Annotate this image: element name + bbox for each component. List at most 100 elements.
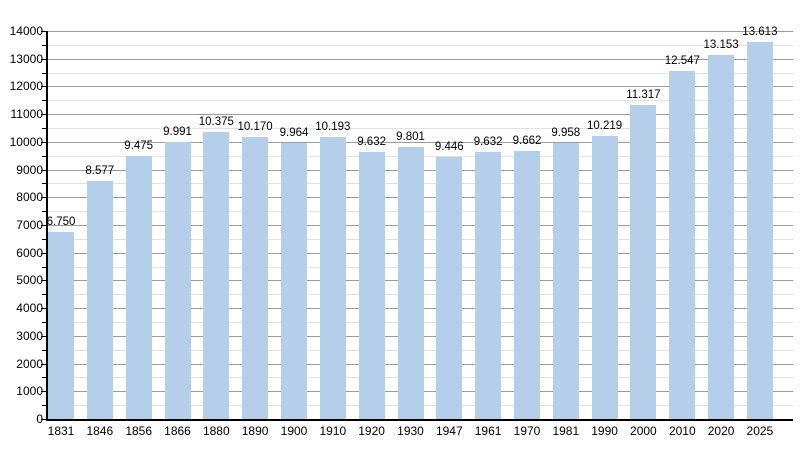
bar-value-label: 10.219 xyxy=(587,119,623,132)
x-tick-label: 1846 xyxy=(86,424,114,438)
bar-1890 xyxy=(242,137,269,419)
x-tick-label: 1910 xyxy=(319,424,347,438)
y-tick-mark xyxy=(42,266,46,268)
bar-1856 xyxy=(125,156,152,419)
y-tick-label: 6000 xyxy=(16,245,43,260)
x-tick-label: 1890 xyxy=(241,424,269,438)
y-axis-line xyxy=(46,31,48,421)
bar-1900 xyxy=(281,142,307,419)
bar-1910 xyxy=(319,136,346,419)
y-tick-label: 3000 xyxy=(16,328,43,343)
y-tick-mark xyxy=(41,391,46,393)
bar-2025 xyxy=(746,41,773,419)
y-tick-mark xyxy=(41,58,46,60)
bar-value-label: 10.170 xyxy=(237,121,273,134)
y-tick-label: 2000 xyxy=(16,356,43,371)
y-tick-label: 11000 xyxy=(10,107,43,122)
bar-value-label: 10.193 xyxy=(315,120,351,133)
bar-1831 xyxy=(48,231,74,419)
bar-1990 xyxy=(591,135,618,419)
bar-value-label: 9.964 xyxy=(279,126,309,139)
major-gridline xyxy=(48,31,793,32)
bar-value-label: 9.475 xyxy=(124,140,154,153)
bar-value-label: 10.375 xyxy=(198,115,234,128)
bar-2010 xyxy=(669,71,696,419)
x-axis-line xyxy=(46,419,793,421)
x-tick-label: 1866 xyxy=(164,424,191,438)
minor-gridline xyxy=(48,72,793,74)
bar-value-label: 13.153 xyxy=(703,38,739,51)
bar-value-label: 9.632 xyxy=(473,136,503,149)
y-tick-mark xyxy=(42,155,46,157)
x-tick-label: 1981 xyxy=(552,424,580,438)
minor-gridline xyxy=(48,44,793,46)
bar-value-label: 9.662 xyxy=(512,135,542,148)
y-tick-mark xyxy=(41,114,46,116)
bar-value-label: 11.317 xyxy=(626,89,661,102)
y-tick-label: 5000 xyxy=(16,273,43,288)
bar-1846 xyxy=(86,181,113,419)
bar-value-label: 12.547 xyxy=(664,55,700,68)
major-gridline xyxy=(48,141,793,143)
bar-value-label: 9.446 xyxy=(434,141,464,154)
bar-1920 xyxy=(358,152,385,419)
y-tick-mark xyxy=(41,280,46,282)
x-tick-label: 2020 xyxy=(707,424,735,438)
y-tick-label: 0 xyxy=(36,412,43,426)
x-tick-label: 2010 xyxy=(668,424,696,438)
bar-1961 xyxy=(475,152,502,419)
y-tick-label: 8000 xyxy=(16,190,43,205)
x-tick-label: 1930 xyxy=(397,424,424,438)
y-tick-mark xyxy=(42,238,46,240)
y-tick-mark xyxy=(42,377,46,379)
y-tick-label: 1000 xyxy=(16,384,43,399)
bar-value-label: 8.577 xyxy=(85,165,115,178)
y-tick-label: 4000 xyxy=(16,301,43,316)
bar-value-label: 9.801 xyxy=(396,131,425,144)
y-tick-mark xyxy=(42,100,46,102)
bar-1947 xyxy=(436,157,463,419)
y-tick-mark xyxy=(41,197,46,199)
y-tick-mark xyxy=(42,294,46,296)
bar-1981 xyxy=(552,143,579,419)
bar-1866 xyxy=(164,142,191,419)
x-tick-label: 1856 xyxy=(125,424,153,438)
y-tick-mark xyxy=(41,335,46,337)
y-tick-mark xyxy=(41,225,46,226)
major-gridline xyxy=(48,58,793,60)
bar-2000 xyxy=(630,105,657,419)
y-tick-mark xyxy=(42,405,46,407)
bar-value-label: 9.632 xyxy=(357,136,386,149)
x-tick-label: 1920 xyxy=(358,424,385,438)
y-tick-mark xyxy=(42,128,46,129)
y-tick-mark xyxy=(41,169,46,171)
x-tick-label: 1900 xyxy=(280,424,308,438)
bar-value-label: 13.613 xyxy=(742,25,778,38)
y-tick-mark xyxy=(42,349,46,351)
y-tick-mark xyxy=(42,322,46,323)
x-tick-label: 1831 xyxy=(47,424,75,438)
y-tick-label: 12000 xyxy=(9,79,43,94)
y-tick-label: 13000 xyxy=(9,51,43,66)
y-tick-mark xyxy=(41,419,46,420)
y-tick-mark xyxy=(42,72,46,74)
y-tick-mark xyxy=(41,86,46,88)
x-tick-label: 1947 xyxy=(435,424,463,438)
major-gridline xyxy=(48,86,793,88)
x-tick-label: 2025 xyxy=(746,424,774,438)
x-tick-label: 1961 xyxy=(474,424,502,438)
y-tick-mark xyxy=(41,308,46,310)
y-tick-label: 14000 xyxy=(9,24,43,38)
y-tick-mark xyxy=(41,252,46,254)
x-tick-label: 2000 xyxy=(630,424,657,438)
y-tick-label: 9000 xyxy=(16,162,43,177)
bar-1970 xyxy=(514,151,540,419)
y-tick-mark xyxy=(41,363,46,365)
y-tick-label: 10000 xyxy=(9,134,43,149)
x-tick-label: 1970 xyxy=(513,424,541,438)
x-tick-label: 1990 xyxy=(591,424,618,438)
bar-2020 xyxy=(708,54,735,419)
minor-gridline xyxy=(48,128,793,129)
y-tick-label: 7000 xyxy=(16,218,43,232)
